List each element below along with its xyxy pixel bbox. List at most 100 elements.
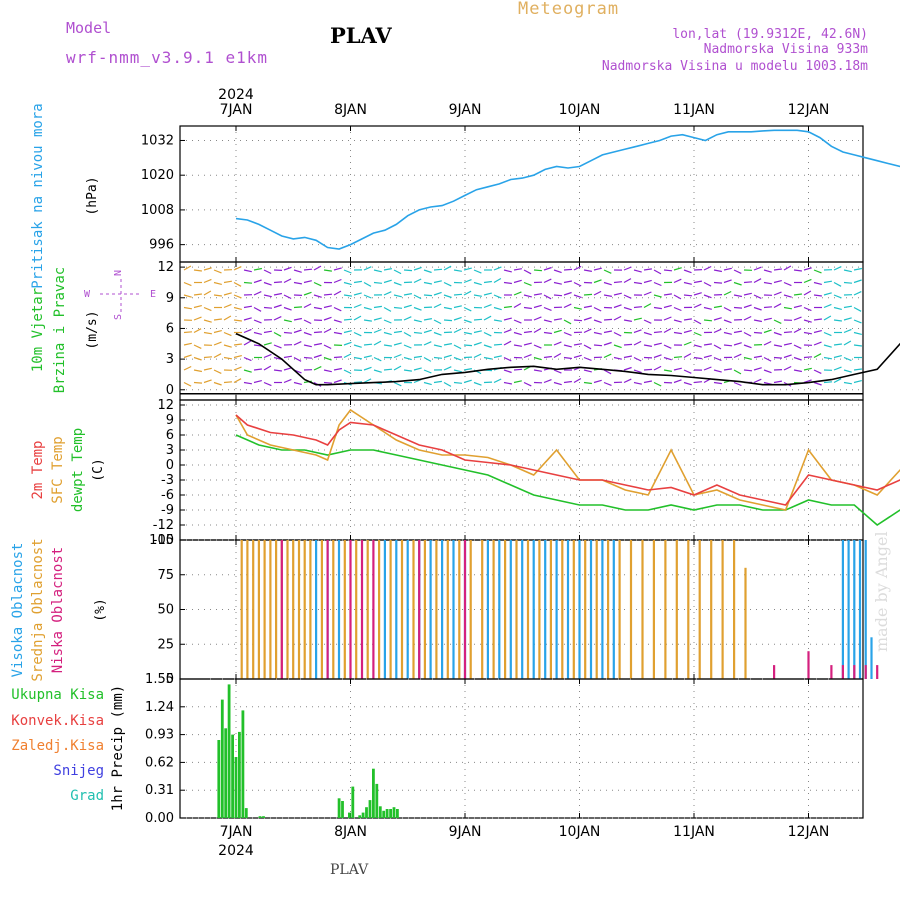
wind-barb — [833, 319, 842, 322]
wind-barb — [183, 381, 192, 387]
wind-barb — [723, 267, 732, 271]
cloud-bar-cloud_mid — [303, 540, 306, 679]
y-tick-label: 12 — [157, 260, 174, 275]
date-tick-bottom: 9JAN — [449, 824, 482, 840]
wind-barb — [593, 267, 602, 271]
cloud-mid-label: Srednja Oblacnost — [30, 538, 46, 681]
wind-axis-label-2: Brzina i Pravac — [52, 267, 68, 393]
wind-barb — [433, 268, 443, 271]
y-tick-label: 0 — [166, 383, 174, 398]
wind-barb — [623, 278, 632, 284]
wind-barb — [563, 268, 573, 271]
wind-barb — [213, 294, 222, 297]
wind-barb — [353, 356, 363, 360]
wind-barb — [693, 280, 703, 284]
y-tick-label: 0 — [166, 672, 174, 687]
y-tick-label: 3 — [166, 352, 174, 367]
wind-barb — [623, 366, 632, 371]
wind-barb — [683, 294, 693, 297]
wind-barb — [733, 306, 743, 309]
wind-barb — [233, 266, 242, 271]
wind-barb — [193, 369, 203, 373]
y-tick-label: 9 — [166, 413, 174, 428]
precip-bar — [351, 786, 355, 818]
y-tick-label: 6 — [166, 321, 174, 336]
wind-barb — [563, 380, 572, 384]
wind-barb — [783, 306, 792, 310]
wind-barb — [753, 378, 762, 384]
compass-S: S — [113, 314, 124, 320]
wind-barb — [603, 281, 612, 286]
wind-barb — [443, 281, 452, 287]
cloud-bar-cloud_mid — [584, 540, 587, 679]
wind-barb — [493, 266, 502, 271]
wind-barb — [463, 319, 472, 324]
y-tick-label: 1008 — [141, 203, 174, 218]
wind-barb — [653, 281, 662, 287]
precip-bar — [241, 710, 245, 818]
wind-barb — [413, 355, 422, 359]
wind-barb — [293, 317, 303, 321]
lonlat: lon,lat (19.9312E, 42.6N) — [672, 27, 868, 42]
wind-barb — [583, 316, 592, 321]
wind-barb — [853, 306, 862, 312]
wind-barb — [773, 356, 783, 359]
wind-barb — [403, 316, 412, 321]
wind-barb — [493, 294, 502, 299]
wind-barb — [473, 353, 482, 359]
cloud-high-label: Visoka Oblacnost — [10, 543, 26, 678]
wind-barb — [613, 281, 623, 284]
cloud-bar-cloud_low — [853, 665, 856, 679]
wind-barb — [313, 265, 322, 271]
wind-barb — [183, 265, 192, 271]
wind-barb — [663, 269, 673, 272]
wind-barb — [803, 367, 812, 371]
wind-barb — [633, 317, 642, 321]
cloud-bar-cloud_mid — [504, 540, 507, 679]
wind-barb — [183, 331, 193, 334]
wind-barb — [313, 354, 322, 359]
cloud-bar-cloud_mid — [458, 540, 461, 679]
panel-frame-0 — [179, 125, 864, 263]
wind-barb — [223, 356, 232, 360]
wind-barb — [393, 306, 403, 309]
wind-barb — [603, 294, 613, 297]
wind-barb — [753, 278, 762, 284]
wind-barb — [263, 294, 272, 298]
wind-barb — [283, 306, 292, 311]
cloud-bar-cloud_mid — [744, 567, 747, 679]
precip-bar — [348, 812, 351, 818]
wind-barb — [573, 265, 582, 271]
wind-barb — [533, 269, 543, 272]
wind-barb — [853, 279, 862, 284]
wind-barb — [643, 319, 652, 324]
wind-barb — [453, 328, 462, 334]
wind-barb — [553, 329, 562, 334]
wind-barb — [623, 378, 632, 384]
y-tick-label: 0.00 — [145, 811, 174, 826]
y-tick-label: 0.93 — [145, 728, 174, 743]
wind-barb — [503, 269, 512, 273]
cloud-bar-cloud_mid — [641, 540, 644, 679]
wind-barb — [363, 355, 372, 359]
wind-barb — [373, 340, 382, 346]
wind-barb — [323, 356, 332, 361]
pressure-axis-label: Pritisak na nivou mora — [30, 103, 46, 288]
wind-barb — [583, 269, 593, 272]
y-tick-label: -6 — [161, 488, 174, 503]
wind-barb — [683, 318, 692, 321]
wind-barb — [643, 279, 652, 284]
wind-barb — [823, 303, 832, 309]
wind-barb — [773, 291, 782, 296]
wind-barb — [793, 356, 802, 361]
wind-barb — [383, 344, 392, 347]
wind-barb — [853, 344, 862, 347]
wind-barb — [653, 306, 662, 310]
cloud-bar-cloud_low — [360, 540, 364, 679]
y-tick-label: 75 — [157, 568, 174, 583]
wind-barb — [393, 330, 402, 334]
wind-barb — [833, 366, 842, 371]
wind-barb — [283, 331, 293, 334]
wind-barb — [833, 306, 842, 310]
wind-barb — [303, 268, 313, 271]
